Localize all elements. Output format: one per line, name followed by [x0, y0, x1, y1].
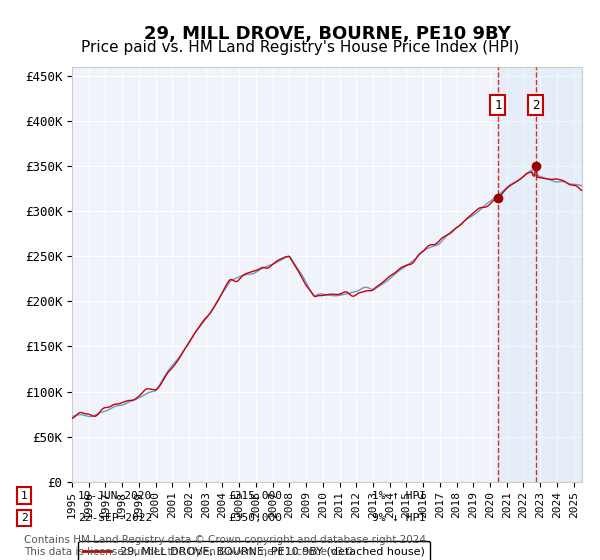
Text: 1% ↑ HPI: 1% ↑ HPI [372, 491, 426, 501]
Text: £350,000: £350,000 [228, 513, 282, 523]
Text: 19-JUN-2020: 19-JUN-2020 [78, 491, 152, 501]
Title: 29, MILL DROVE, BOURNE, PE10 9BY: 29, MILL DROVE, BOURNE, PE10 9BY [143, 25, 511, 44]
Text: £315,000: £315,000 [228, 491, 282, 501]
Bar [498, 67, 582, 482]
Text: 22-SEP-2022: 22-SEP-2022 [78, 513, 152, 523]
Text: 1: 1 [20, 491, 28, 501]
Text: 9% ↓ HPI: 9% ↓ HPI [372, 513, 426, 523]
Legend: 29, MILL DROVE, BOURNE, PE10 9BY (detached house), HPI: Average price, detached : 29, MILL DROVE, BOURNE, PE10 9BY (detach… [77, 541, 430, 560]
Text: 2: 2 [532, 99, 539, 111]
Text: Contains HM Land Registry data © Crown copyright and database right 2024.
This d: Contains HM Land Registry data © Crown c… [24, 535, 430, 557]
Text: 1: 1 [494, 99, 502, 111]
Text: Price paid vs. HM Land Registry's House Price Index (HPI): Price paid vs. HM Land Registry's House … [81, 40, 519, 55]
Text: 2: 2 [20, 513, 28, 523]
